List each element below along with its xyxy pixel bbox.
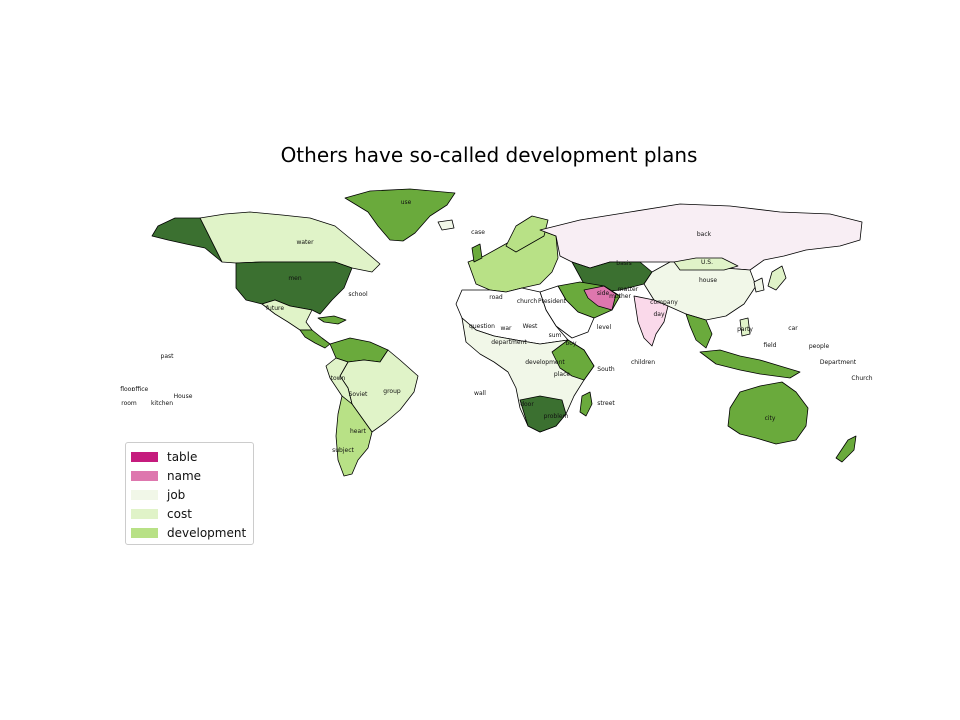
region-label: wall bbox=[474, 390, 486, 397]
region-label: Soviet bbox=[349, 391, 368, 398]
region-label: city bbox=[765, 415, 776, 422]
region-label: case bbox=[471, 229, 485, 236]
region-label: department bbox=[491, 339, 527, 346]
region-label: door bbox=[520, 401, 534, 408]
region-madagascar bbox=[579, 391, 593, 417]
region-iran bbox=[583, 285, 617, 311]
region-central-america bbox=[299, 329, 331, 349]
legend-swatch bbox=[131, 508, 158, 519]
legend-label: job bbox=[167, 487, 186, 502]
region-label: West bbox=[523, 323, 538, 330]
region-southeast-asia bbox=[685, 313, 713, 349]
legend-item: job bbox=[126, 485, 253, 504]
region-label: past bbox=[161, 353, 175, 360]
legend-label: table bbox=[167, 449, 198, 464]
region-new-zealand bbox=[835, 435, 857, 463]
region-southern-africa bbox=[519, 395, 567, 433]
legend-item: name bbox=[126, 466, 253, 485]
region-korea bbox=[753, 277, 765, 293]
region-label: men bbox=[288, 275, 302, 282]
region-northern-south-america bbox=[329, 337, 389, 363]
region-label: field bbox=[764, 342, 777, 349]
region-uk bbox=[471, 243, 483, 263]
legend-swatch bbox=[131, 527, 158, 538]
region-label: company bbox=[650, 299, 678, 306]
region-label: back bbox=[697, 231, 712, 238]
legend-label: name bbox=[167, 468, 202, 483]
region-alaska bbox=[151, 217, 223, 263]
region-label: place bbox=[554, 371, 570, 378]
region-label: office bbox=[132, 386, 149, 393]
region-label: town bbox=[331, 375, 346, 382]
legend-item: development bbox=[126, 523, 253, 542]
region-label: matter bbox=[618, 286, 639, 293]
region-label: future bbox=[266, 305, 284, 312]
map-title: Others have so-called development plans bbox=[280, 143, 698, 167]
region-label: House bbox=[174, 393, 193, 400]
region-label: use bbox=[401, 199, 412, 206]
region-label: children bbox=[631, 359, 655, 366]
region-japan bbox=[767, 265, 787, 291]
legend-swatch bbox=[131, 489, 158, 500]
region-label: boy bbox=[565, 340, 576, 347]
legend: table name job cost development bbox=[125, 442, 254, 545]
region-label: kitchen bbox=[151, 400, 173, 407]
legend-item: cost bbox=[126, 504, 253, 523]
legend-label: development bbox=[167, 525, 247, 540]
region-label: Church bbox=[851, 375, 872, 382]
region-label: Department bbox=[820, 359, 857, 366]
region-label: development bbox=[525, 359, 565, 366]
region-greenland bbox=[344, 188, 456, 242]
region-label: day bbox=[653, 311, 664, 318]
legend-item: table bbox=[126, 447, 253, 466]
region-iceland bbox=[437, 219, 455, 231]
region-label: car bbox=[788, 325, 798, 332]
region-argentina bbox=[335, 395, 373, 477]
region-label: church bbox=[517, 298, 538, 305]
region-label: room bbox=[121, 400, 137, 407]
region-label: party bbox=[737, 326, 753, 333]
region-label: street bbox=[597, 400, 615, 407]
region-usa bbox=[235, 261, 353, 315]
region-india bbox=[633, 295, 669, 347]
region-indonesia bbox=[699, 349, 801, 379]
region-label: floor bbox=[120, 386, 134, 393]
region-label: basis bbox=[616, 260, 631, 267]
region-label: group bbox=[383, 388, 401, 395]
legend-swatch bbox=[131, 451, 158, 462]
region-label: mother bbox=[609, 293, 631, 300]
region-label: question bbox=[469, 323, 495, 330]
region-label: school bbox=[348, 291, 368, 298]
region-mongolia bbox=[673, 257, 739, 271]
region-label: people bbox=[809, 343, 830, 350]
region-label: subject bbox=[332, 447, 354, 454]
region-mexico bbox=[261, 299, 313, 331]
legend-swatch bbox=[131, 470, 158, 481]
region-label: heart bbox=[350, 428, 367, 435]
region-label: house bbox=[699, 277, 717, 284]
region-label: sum bbox=[549, 332, 562, 339]
region-label: U.S. bbox=[701, 259, 713, 266]
region-label: President bbox=[538, 298, 567, 305]
region-label: side bbox=[597, 290, 610, 297]
region-caribbean bbox=[317, 315, 347, 325]
region-label: level bbox=[597, 324, 612, 331]
region-label: water bbox=[296, 239, 314, 246]
region-label: road bbox=[489, 294, 503, 301]
region-label: South bbox=[597, 366, 615, 373]
region-philippines bbox=[739, 317, 751, 337]
region-australia bbox=[727, 381, 809, 445]
region-scandinavia bbox=[505, 215, 549, 253]
region-label: problem bbox=[544, 413, 569, 420]
legend-label: cost bbox=[167, 506, 192, 521]
region-label: war bbox=[500, 325, 512, 332]
region-east-africa bbox=[551, 339, 595, 381]
